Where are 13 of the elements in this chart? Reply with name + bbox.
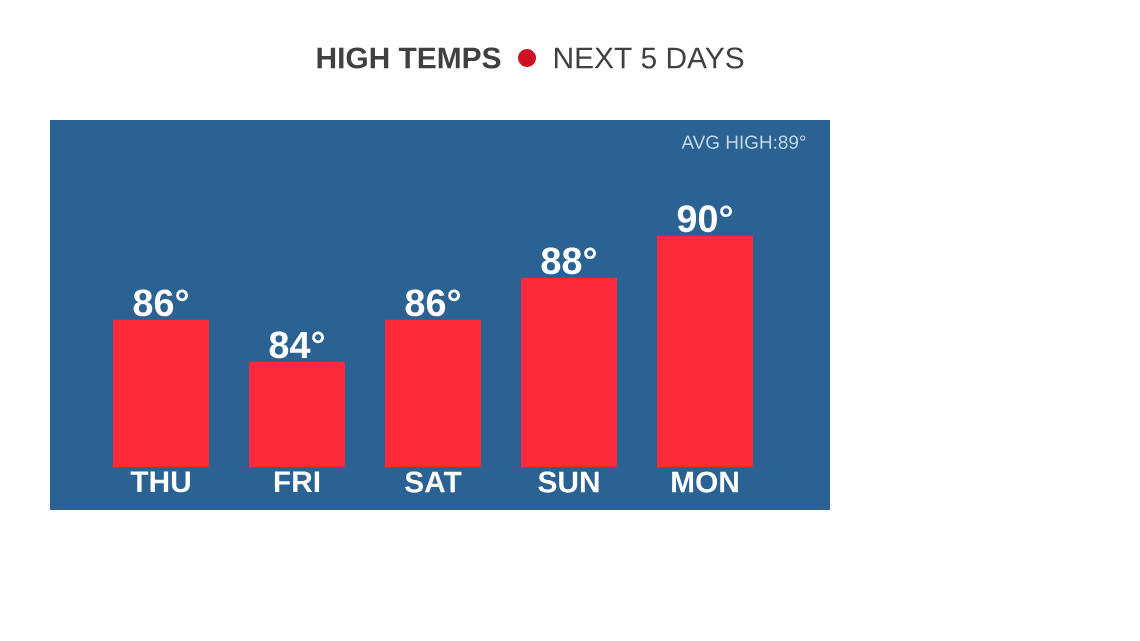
x-tick-label: MON: [672, 471, 738, 493]
data-label: 88°: [541, 247, 596, 275]
chart-title: HIGH TEMPS: [317, 47, 501, 69]
data-label: 84°: [269, 331, 324, 359]
chart-subtitle: NEXT 5 DAYS: [555, 47, 744, 69]
x-tick-label: SAT: [405, 471, 462, 493]
x-tick-label: FRI: [274, 471, 320, 493]
data-label: 90°: [677, 205, 732, 233]
data-label: 86°: [405, 289, 460, 317]
data-label: 86°: [133, 289, 188, 317]
annotation: AVG HIGH:89°: [681, 135, 806, 149]
x-tick-label: THU: [130, 471, 190, 493]
x-tick-label: SUN: [538, 471, 599, 493]
